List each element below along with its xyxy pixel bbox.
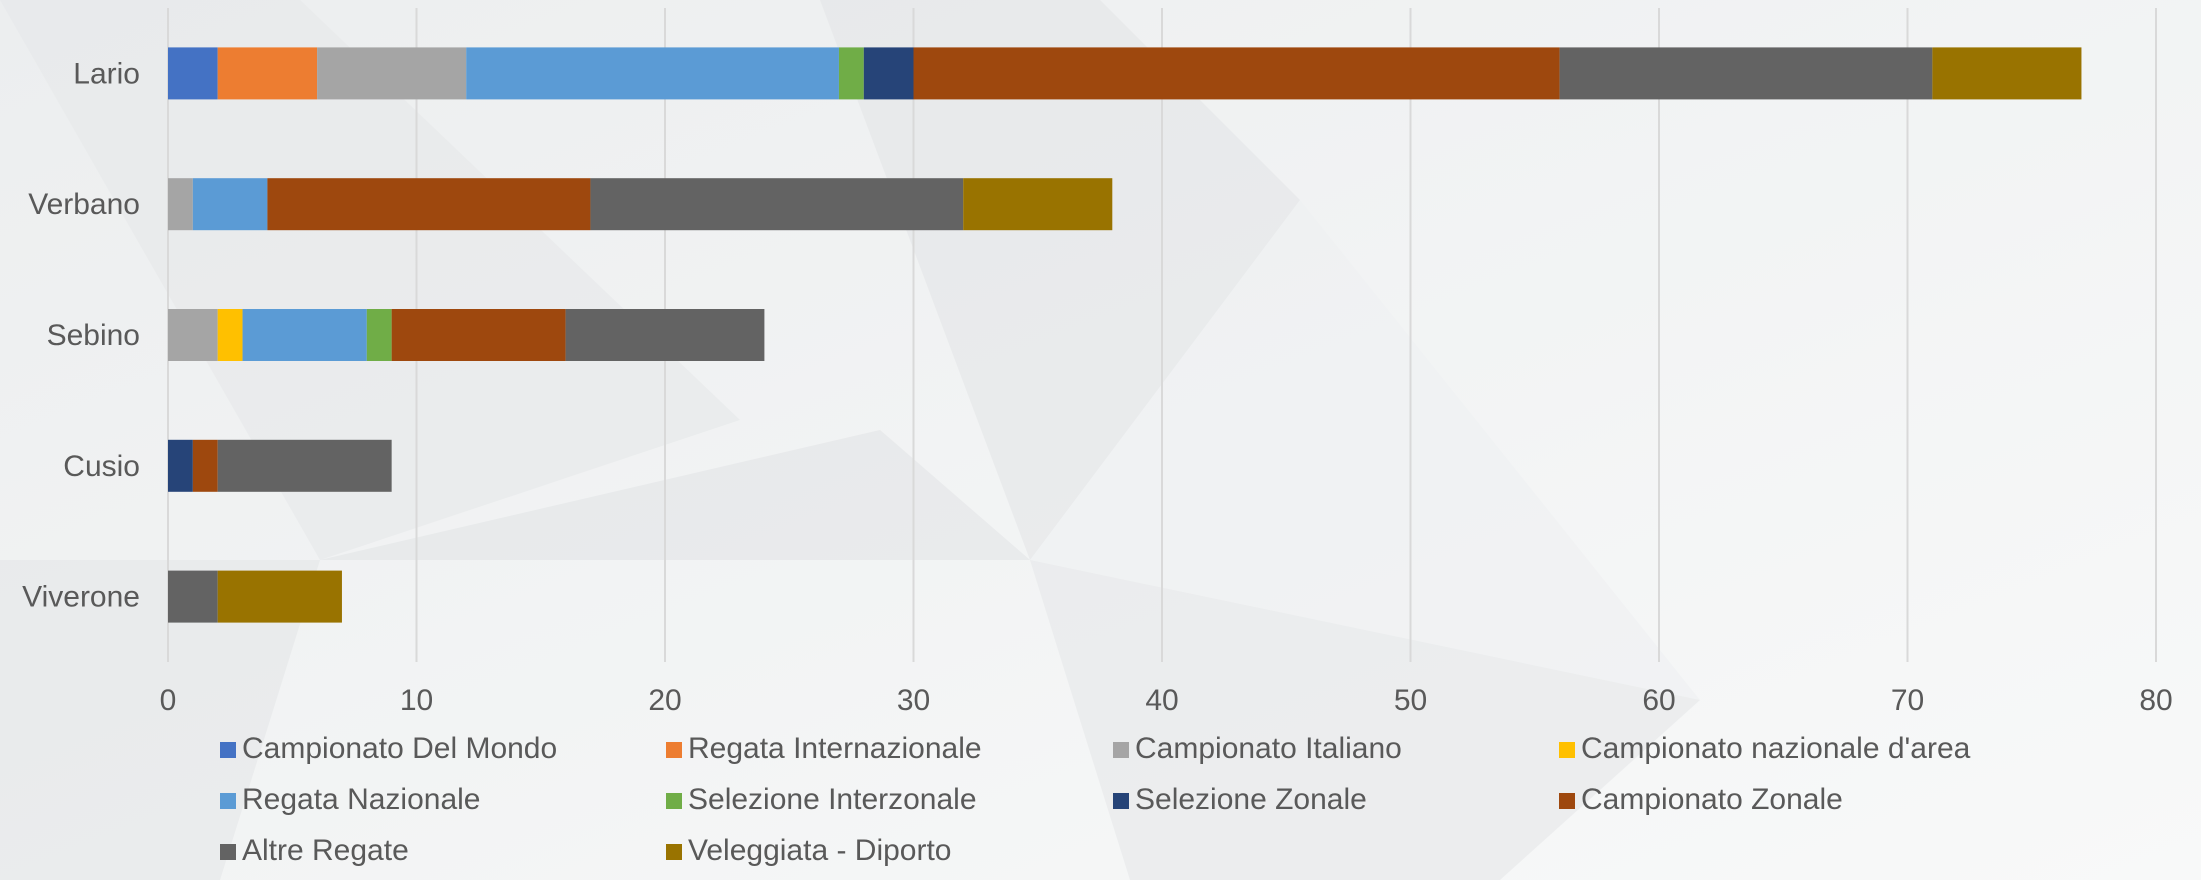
bars: [168, 47, 2082, 623]
legend-swatch-altre-regate: [220, 844, 236, 860]
legend-label-selezione-interzonale: Selezione Interzonale: [688, 783, 977, 816]
legend-swatch-selezione-interzonale: [666, 793, 682, 809]
legend-swatch-regata-internazionale: [666, 742, 682, 758]
x-tick-label-10: 10: [400, 684, 433, 717]
bar-verbano-regata-nazionale: [192, 178, 268, 231]
bar-sebino-campionato-zonale: [391, 309, 566, 361]
bar-lario-veleggiata-diporto: [1932, 47, 2082, 100]
legend-label-campionato-zonale: Campionato Zonale: [1581, 783, 1843, 816]
legend: Campionato Del Mondo Regata Internazional…: [220, 732, 1971, 867]
legend-label-campionato-del-mondo: Campionato Del Mondo: [242, 732, 557, 765]
bar-lario-altre-regate: [1559, 47, 1933, 100]
x-tick-label-20: 20: [648, 684, 681, 717]
bar-sebino-campionato-italiano: [168, 309, 218, 361]
legend-label-regata-nazionale: Regata Nazionale: [242, 783, 481, 816]
bar-sebino-altre-regate: [565, 309, 765, 361]
x-tick-label-70: 70: [1891, 684, 1924, 717]
x-tick-label-50: 50: [1394, 684, 1427, 717]
bar-verbano-campionato-zonale: [267, 178, 591, 231]
bar-viverone-altre-regate: [168, 570, 218, 623]
legend-swatch-campionato-italiano: [1113, 742, 1129, 758]
bar-lario-selezione-zonale: [863, 47, 914, 100]
category-label-lario: Lario: [73, 57, 140, 90]
legend-swatch-regata-nazionale: [220, 793, 236, 809]
x-tick-label-0: 0: [160, 684, 177, 717]
x-axis-ticks: 0 10 20 30 40 50 60 70 80: [160, 684, 2173, 717]
category-label-cusio: Cusio: [63, 450, 140, 483]
bar-lario-campionato-del-mondo: [168, 47, 218, 100]
bar-sebino-regata-nazionale: [242, 309, 367, 361]
legend-swatch-campionato-zonale: [1559, 793, 1575, 809]
bar-sebino-selezione-interzonale: [366, 309, 392, 361]
legend-swatch-selezione-zonale: [1113, 793, 1129, 809]
bar-lario-campionato-zonale: [913, 47, 1560, 100]
bar-lario-regata-nazionale: [466, 47, 839, 100]
legend-label-campionato-italiano: Campionato Italiano: [1135, 732, 1402, 765]
bar-cusio-altre-regate: [217, 439, 392, 492]
bar-lario-regata-internazionale: [217, 47, 318, 100]
category-label-viverone: Viverone: [22, 581, 140, 614]
bar-cusio-selezione-zonale: [168, 439, 193, 492]
x-tick-label-30: 30: [897, 684, 930, 717]
bar-verbano-campionato-italiano: [168, 178, 193, 231]
x-tick-label-60: 60: [1642, 684, 1675, 717]
legend-swatch-campionato-nazionale-d-area: [1559, 742, 1575, 758]
legend-label-regata-internazionale: Regata Internazionale: [688, 732, 982, 765]
bar-lario-campionato-italiano: [317, 47, 467, 100]
x-tick-label-80: 80: [2139, 684, 2172, 717]
category-label-verbano: Verbano: [28, 188, 140, 221]
bar-cusio-campionato-zonale: [192, 439, 218, 492]
legend-label-veleggiata-diporto: Veleggiata - Diporto: [688, 834, 952, 867]
category-labels: Lario Verbano Sebino Cusio Viverone: [22, 57, 140, 613]
category-label-sebino: Sebino: [47, 319, 140, 352]
legend-swatch-campionato-del-mondo: [220, 742, 236, 758]
bar-verbano-veleggiata-diporto: [963, 178, 1113, 231]
bar-sebino-campionato-nazionale-d-area: [217, 309, 243, 361]
legend-label-selezione-zonale: Selezione Zonale: [1135, 783, 1367, 816]
legend-swatch-veleggiata-diporto: [666, 844, 682, 860]
bar-lario-selezione-interzonale: [838, 47, 864, 100]
bar-viverone-veleggiata-diporto: [217, 570, 342, 623]
legend-label-altre-regate: Altre Regate: [242, 834, 409, 867]
legend-label-campionato-nazionale-d-area: Campionato nazionale d'area: [1581, 732, 1971, 765]
bar-verbano-altre-regate: [590, 178, 964, 231]
x-tick-label-40: 40: [1145, 684, 1178, 717]
